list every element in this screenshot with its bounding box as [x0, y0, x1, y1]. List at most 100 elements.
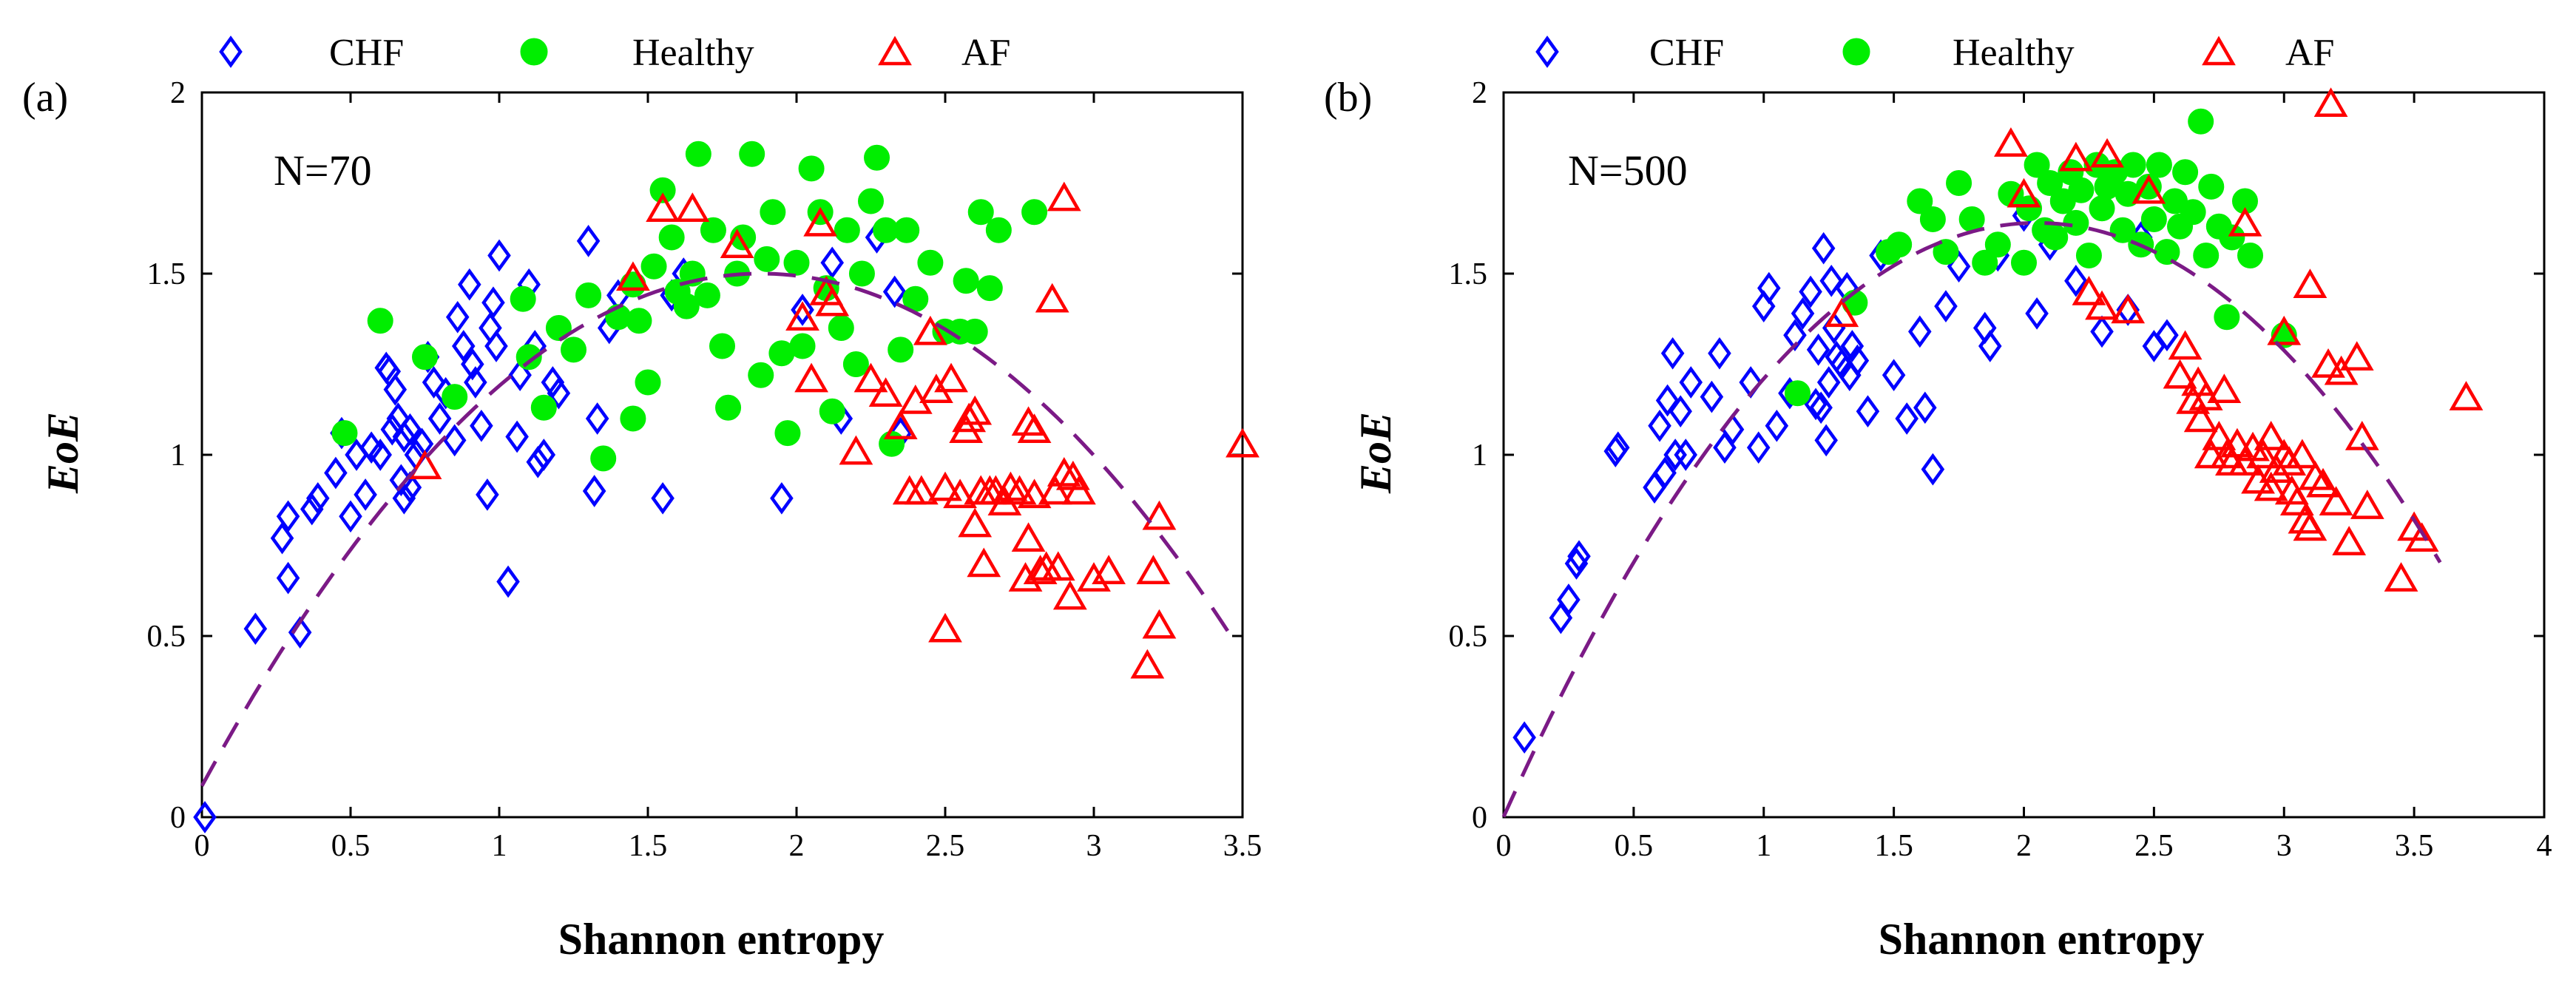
chf-point [1806, 334, 1830, 366]
healthy-point [842, 351, 869, 377]
panel-a: CHF Healthy AF (a) N=70 EoE Shannon entr… [22, 32, 1262, 964]
chf-point [288, 616, 312, 649]
af-point [868, 377, 903, 407]
chf-point [1746, 431, 1771, 464]
af-point [2449, 381, 2484, 410]
af-point [943, 478, 977, 509]
af-point [1038, 475, 1072, 505]
healthy-point [1933, 239, 1959, 265]
chf-point [1713, 431, 1737, 464]
healthy-point [2037, 170, 2063, 196]
af-point [2306, 467, 2340, 498]
healthy-point [2180, 199, 2206, 226]
healthy-point [783, 249, 810, 276]
chf-point [576, 225, 601, 257]
healthy-point [635, 369, 661, 396]
healthy-point [700, 217, 726, 243]
chf-point [1934, 290, 1958, 322]
healthy-point [1907, 188, 1933, 214]
y-tick-label: 2 [1472, 76, 1487, 110]
chf-point [1655, 384, 1680, 417]
af-point [2298, 460, 2333, 490]
healthy-point [2135, 173, 2162, 200]
chf-point [339, 500, 362, 533]
healthy-point [709, 333, 735, 359]
chf-point [1653, 456, 1677, 490]
healthy-point [442, 384, 468, 410]
af-point [1047, 456, 1081, 487]
y-axis-label-a: EoE [38, 412, 87, 494]
chf-point [470, 409, 493, 442]
af-point [1017, 413, 1052, 443]
chf-point [1679, 366, 1703, 399]
plot-area-a: 0 0.5 1 1.5 2 2.5 3 3.5 0 0.5 1 1.5 2 [147, 76, 1262, 863]
healthy-point [879, 430, 905, 457]
healthy-point [828, 315, 854, 341]
af-point [2058, 141, 2093, 172]
chf-point [1783, 319, 1807, 352]
healthy-point [510, 285, 536, 312]
af-point [1994, 127, 2028, 157]
healthy-point [2198, 173, 2225, 200]
healthy-point [2016, 195, 2043, 222]
chf-point [1913, 391, 1937, 424]
chf-point [791, 294, 814, 326]
healthy-point [658, 224, 685, 251]
af-point [803, 206, 838, 237]
healthy-point [1784, 380, 1811, 407]
chf-point [532, 439, 556, 471]
chf-point [243, 612, 268, 646]
chf-point [2142, 330, 2166, 362]
af-point [2090, 138, 2124, 168]
healthy-point [774, 420, 801, 447]
af-point [839, 435, 873, 465]
chf-point [882, 275, 907, 308]
af-point [2207, 373, 2242, 404]
chf-point [1791, 297, 1815, 330]
chf-point [1856, 395, 1880, 428]
chf-point [300, 493, 324, 526]
healthy-point [561, 336, 586, 363]
chf-point [1643, 471, 1666, 504]
legend-af-marker [878, 35, 912, 66]
y-tick-label: 1 [170, 439, 186, 473]
healthy-point [1919, 206, 1946, 232]
healthy-point [953, 268, 979, 294]
af-point [1002, 475, 1037, 505]
healthy-point [834, 217, 860, 243]
healthy-point [2089, 195, 2115, 222]
chf-point [1669, 395, 1692, 428]
chf-point [1606, 431, 1630, 464]
chf-point [547, 376, 571, 410]
chf-point [1819, 264, 1843, 297]
legend-chf-label: CHF [329, 32, 404, 74]
healthy-point [2154, 239, 2180, 265]
x-tick-label: 1.5 [1874, 829, 1913, 863]
af-point [2272, 446, 2307, 476]
legend-healthy-label: Healthy [1953, 32, 2075, 74]
af-point [2332, 526, 2367, 555]
chf-point [2155, 319, 2179, 352]
chf-point [582, 475, 606, 507]
x-tick-label: 4 [2537, 829, 2552, 863]
healthy-point [739, 141, 765, 167]
healthy-point [2120, 152, 2146, 178]
chf-point [1567, 540, 1591, 573]
chf-point [1757, 271, 1781, 305]
healthy-point [2193, 243, 2220, 268]
chf-point [479, 311, 502, 345]
healthy-point [888, 336, 914, 363]
af-point [2085, 290, 2119, 320]
healthy-point [2237, 243, 2264, 268]
legend-af-label: AF [2285, 32, 2334, 74]
af-point [1062, 475, 1096, 505]
x-tick-label: 0 [195, 829, 210, 863]
axes-box [200, 91, 1244, 819]
chf-point [398, 413, 422, 446]
chf-point [508, 359, 532, 392]
af-point [2384, 562, 2418, 592]
af-point [2228, 206, 2262, 237]
chf-point [1822, 311, 1846, 345]
healthy-point [620, 405, 646, 432]
